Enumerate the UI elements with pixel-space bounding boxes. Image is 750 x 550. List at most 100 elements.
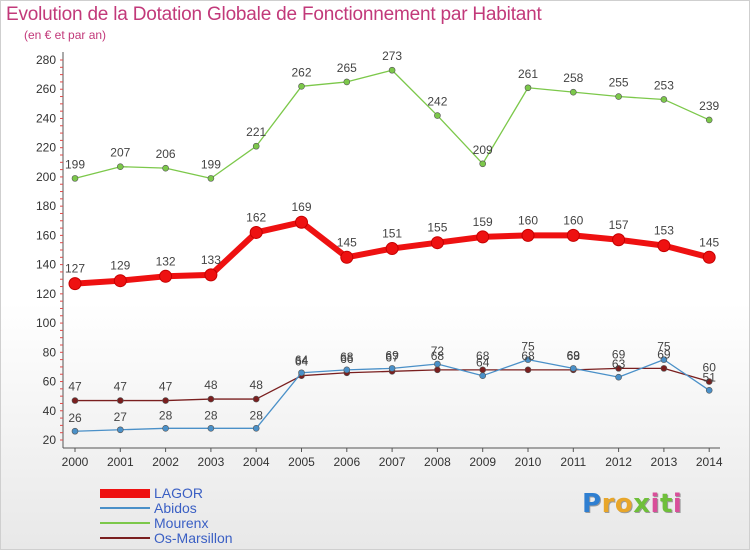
data-label-mourenx: 221: [246, 125, 266, 139]
x-tick-label: 2002: [152, 455, 179, 469]
data-label-mourenx: 255: [609, 76, 629, 90]
logo-letter: i: [672, 489, 683, 519]
data-point-abidos: [615, 373, 622, 381]
data-label-mourenx: 262: [291, 65, 311, 79]
y-tick-label: 160: [36, 228, 56, 242]
data-point-lagor: [68, 277, 82, 291]
x-tick-label: 2012: [605, 455, 632, 469]
y-tick-label: 200: [36, 170, 56, 184]
data-label-abidos: 75: [657, 340, 671, 354]
data-label-mourenx: 209: [473, 143, 493, 157]
y-tick-label: 260: [36, 82, 56, 96]
data-label-abidos: 64: [476, 356, 490, 370]
data-label-abidos: 69: [567, 348, 581, 362]
proxiti-logo: Proxiti: [582, 489, 682, 519]
y-tick-label: 120: [36, 287, 56, 301]
data-label-abidos: 27: [114, 410, 128, 424]
data-point-lagor: [521, 228, 535, 242]
data-point-os-marsillon: [207, 395, 215, 403]
data-label-mourenx: 206: [156, 147, 176, 161]
data-label-mourenx: 265: [337, 61, 357, 75]
data-point-abidos: [705, 387, 713, 394]
data-point-os-marsillon: [660, 365, 668, 372]
y-tick-label: 20: [43, 433, 57, 447]
data-label-os-marsillon: 68: [567, 349, 581, 363]
data-point-os-marsillon: [117, 397, 124, 404]
data-point-mourenx: [479, 160, 487, 168]
y-tick-label: 280: [36, 53, 56, 67]
data-point-mourenx: [162, 164, 169, 172]
data-point-mourenx: [117, 163, 124, 170]
data-point-lagor: [476, 230, 490, 244]
data-point-mourenx: [569, 88, 577, 96]
x-tick-label: 2000: [62, 455, 89, 469]
x-tick-label: 2009: [469, 455, 496, 469]
data-label-os-marsillon: 68: [521, 349, 535, 363]
data-point-os-marsillon: [434, 366, 441, 374]
data-point-mourenx: [298, 83, 305, 90]
data-label-os-marsillon: 69: [612, 347, 626, 361]
data-point-abidos: [298, 369, 305, 377]
data-label-mourenx: 199: [201, 157, 221, 171]
data-point-lagor: [249, 225, 263, 239]
data-point-os-marsillon: [705, 378, 713, 385]
logo-letter: x: [633, 489, 651, 519]
data-label-abidos: 26: [68, 411, 82, 425]
data-point-mourenx: [524, 84, 532, 92]
logo-letter: o: [614, 489, 634, 519]
data-point-mourenx: [660, 96, 668, 103]
data-point-lagor: [295, 215, 308, 229]
legend-swatch-mourenx: [100, 522, 150, 524]
legend-label-mourenx: Mourenx: [154, 515, 209, 531]
legend-swatch-lagor: [100, 488, 150, 498]
data-point-os-marsillon: [615, 365, 622, 372]
data-label-mourenx: 242: [427, 95, 447, 109]
data-point-abidos: [569, 365, 577, 372]
y-tick-label: 220: [36, 141, 56, 155]
data-label-abidos: 28: [159, 408, 173, 422]
y-tick-label: 100: [36, 316, 56, 330]
y-tick-label: 80: [43, 345, 57, 359]
y-tick-label: 140: [36, 258, 56, 272]
data-point-lagor: [340, 250, 354, 264]
y-tick-label: 240: [36, 111, 56, 125]
data-point-abidos: [434, 360, 441, 368]
data-label-os-marsillon: 47: [114, 380, 128, 394]
data-label-lagor: 160: [563, 213, 583, 227]
data-point-abidos: [71, 427, 79, 435]
data-point-lagor: [702, 250, 716, 264]
legend-swatch-abidos: [100, 507, 150, 509]
x-tick-label: 2006: [333, 455, 360, 469]
data-label-abidos: 28: [204, 408, 218, 422]
data-label-lagor: 155: [427, 221, 447, 235]
data-label-os-marsillon: 66: [340, 352, 354, 366]
x-tick-label: 2005: [288, 455, 315, 469]
data-point-os-marsillon: [71, 397, 79, 404]
data-point-mourenx: [434, 112, 441, 119]
data-label-mourenx: 258: [563, 71, 583, 85]
legend-swatch-os-marsillon: [100, 537, 150, 539]
x-tick-label: 2004: [243, 455, 270, 469]
data-label-lagor: 145: [337, 235, 357, 249]
data-label-lagor: 169: [291, 200, 311, 214]
x-tick-label: 2013: [651, 455, 678, 469]
data-label-mourenx: 239: [699, 99, 719, 113]
logo-letter: P: [582, 489, 602, 519]
chart-title: Evolution de la Dotation Globale de Fonc…: [6, 4, 542, 25]
data-label-os-marsillon: 60: [703, 361, 717, 375]
x-tick-label: 2001: [107, 455, 134, 469]
data-label-os-marsillon: 64: [295, 355, 309, 369]
data-point-abidos: [252, 425, 260, 432]
data-label-os-marsillon: 67: [385, 350, 399, 364]
data-point-abidos: [343, 366, 351, 374]
data-label-lagor: 132: [156, 254, 176, 268]
x-tick-label: 2014: [696, 455, 723, 469]
data-label-os-marsillon: 69: [657, 347, 671, 361]
data-point-abidos: [162, 425, 169, 432]
data-label-lagor: 159: [473, 215, 493, 229]
data-point-lagor: [657, 239, 671, 253]
data-label-abidos: 69: [385, 348, 399, 362]
data-point-lagor: [204, 268, 218, 282]
